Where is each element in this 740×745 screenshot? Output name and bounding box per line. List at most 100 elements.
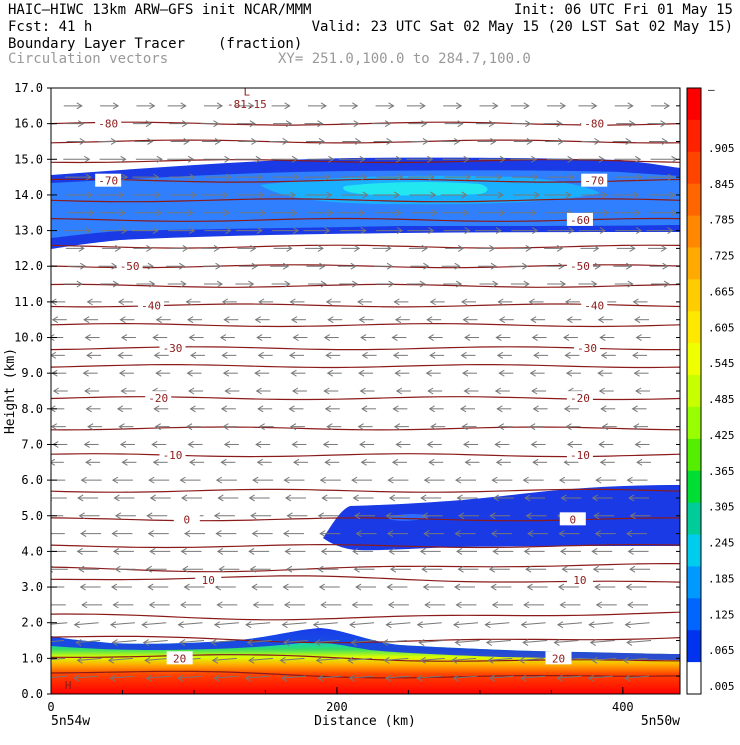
wind-vector-head	[393, 423, 401, 431]
wind-vector-head	[282, 262, 290, 270]
wind-vector-head	[598, 155, 605, 163]
wind-vector-head	[598, 441, 605, 448]
wind-vector-head	[282, 530, 290, 538]
wind-vector-head	[315, 656, 323, 664]
colorbar-label: .065	[708, 644, 735, 657]
wind-vector-head	[190, 351, 197, 359]
wind-vector-head	[462, 209, 470, 217]
wind-vector-head	[531, 334, 538, 341]
wind-vector-head	[629, 512, 636, 520]
wind-vector-head	[291, 441, 298, 448]
wind-vector-head	[460, 405, 467, 413]
wind-vector-head	[183, 583, 190, 591]
wind-vector-head	[317, 244, 324, 252]
wind-vector-head	[51, 602, 52, 608]
wind-vector-head	[319, 530, 326, 538]
wind-vector-head	[454, 639, 461, 646]
contour-label-bg	[566, 212, 593, 226]
wind-vector-head	[455, 601, 462, 609]
wind-vector-head	[357, 298, 364, 306]
wind-vector-head	[256, 458, 263, 466]
x-axis-right-endpoint: 5n50w	[641, 714, 680, 729]
wind-vector-head	[177, 674, 184, 682]
colorbar-label: .905	[708, 142, 735, 155]
colorbar-label: .785	[708, 214, 735, 227]
wind-vector-head	[522, 639, 529, 646]
wind-vector-head	[151, 441, 158, 448]
wind-vector-head	[222, 369, 230, 377]
wind-vector-head	[244, 674, 251, 682]
wind-vector	[145, 657, 170, 661]
wind-vector-head	[633, 369, 640, 377]
wind-vector-head	[530, 316, 537, 324]
wind-vector-head	[76, 656, 83, 664]
wind-vector-head	[80, 476, 87, 484]
wind-vector-head	[423, 262, 430, 270]
wind-vector-head	[564, 298, 572, 306]
wind-vector-head	[451, 656, 458, 664]
wind-vector-head	[460, 351, 467, 359]
contour-label: -20	[148, 392, 168, 405]
wind-vector-head	[118, 423, 125, 431]
wind-vector-head	[531, 387, 538, 395]
plot-annotation: H	[65, 679, 72, 692]
wind-vector-head	[626, 476, 633, 484]
wind-vector-head	[385, 512, 392, 520]
contour-label-bg	[566, 391, 593, 405]
wind-vector-head	[384, 120, 392, 128]
colorbar-swatch	[687, 279, 701, 312]
wind-vector-head	[51, 351, 57, 359]
wind-vector-head	[498, 316, 506, 324]
wind-vector	[589, 622, 614, 626]
header-init-time: Init: 06 UTC Fri 01 May 15	[514, 2, 733, 18]
wind-vector-head	[556, 120, 563, 128]
wind-vector-head	[145, 120, 152, 128]
wind-vector-head	[84, 387, 91, 395]
wind-vector-head	[120, 387, 127, 395]
wind-vector-head	[321, 494, 328, 502]
wind-vector-head	[662, 262, 669, 270]
colorbar-swatch	[687, 183, 701, 217]
isotherm-line	[51, 563, 680, 573]
wind-vector-head	[112, 601, 119, 609]
wind-vector-head	[213, 120, 220, 128]
contour-label-bg	[145, 391, 172, 405]
wind-vector-head	[430, 423, 437, 431]
wind-vector	[179, 640, 205, 644]
wind-vector-head	[213, 244, 221, 252]
contour-label: -30	[163, 342, 183, 355]
wind-vector-head	[464, 227, 471, 235]
wind-vector-head	[353, 565, 360, 573]
wind-vector-head	[393, 298, 400, 306]
colorbar-swatch	[687, 598, 701, 631]
colorbar-swatch	[687, 438, 701, 472]
wind-vector-head	[291, 155, 299, 163]
wind-vector-head	[625, 262, 633, 270]
wind-vector-head	[464, 458, 471, 466]
wind-vector-head	[284, 280, 291, 288]
wind-vector	[76, 640, 101, 644]
contour-label-bg	[116, 259, 143, 273]
wind-vector-head	[633, 423, 640, 431]
colorbar-label: .725	[708, 250, 735, 263]
contour-label: -70	[98, 175, 118, 188]
wind-vector-head	[528, 298, 535, 306]
wind-vector-head	[317, 120, 324, 128]
wind-vector-head	[355, 530, 362, 538]
y-tick-label: 9.0	[21, 366, 43, 380]
wind-vector-head	[147, 138, 154, 145]
wind-vector-head	[323, 334, 331, 341]
wind-vector-head	[532, 227, 539, 235]
wind-vector-head	[461, 191, 468, 199]
x-tick-label: 400	[612, 700, 634, 714]
colorbar-top-label: –	[708, 83, 715, 96]
wind-vector	[521, 675, 546, 679]
contour-label-bg	[95, 116, 122, 130]
contour-label: -40	[141, 299, 161, 312]
wind-vector-head	[112, 280, 120, 288]
wind-vector-head	[558, 262, 565, 270]
wind-vector-head	[426, 441, 433, 448]
contour-label-bg	[195, 572, 222, 586]
wind-vector-head	[461, 298, 468, 306]
